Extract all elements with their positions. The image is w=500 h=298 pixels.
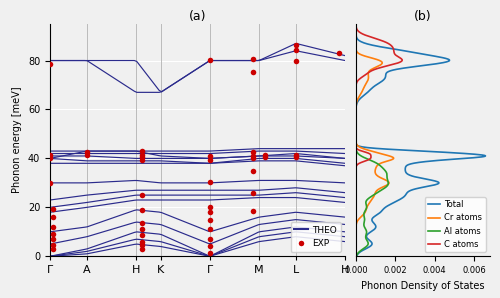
Cr atoms [360, 213, 366, 217]
Line: Total: Total [356, 24, 486, 256]
C atoms [353, 117, 359, 121]
Total [401, 195, 407, 198]
Al atoms [353, 80, 359, 83]
Al atoms [361, 213, 367, 217]
Line: Al atoms: Al atoms [356, 24, 388, 256]
C atoms [354, 80, 360, 83]
Total [374, 213, 380, 217]
Cr atoms [353, 254, 359, 258]
Al atoms [353, 99, 359, 103]
Total [354, 254, 360, 258]
C atoms [359, 149, 365, 153]
Total [355, 99, 361, 103]
Cr atoms [371, 195, 377, 198]
Legend: Total, Cr atoms, Al atoms, C atoms: Total, Cr atoms, Al atoms, C atoms [424, 197, 486, 252]
Al atoms [368, 195, 374, 198]
Total [379, 80, 385, 83]
Cr atoms [364, 80, 370, 83]
C atoms [353, 213, 359, 217]
Cr atoms [353, 22, 359, 26]
Al atoms [354, 149, 360, 153]
Title: (a): (a) [189, 10, 206, 23]
X-axis label: Phonon Density of States: Phonon Density of States [361, 280, 484, 291]
Cr atoms [368, 149, 374, 153]
C atoms [353, 254, 359, 258]
Total [420, 149, 426, 153]
Y-axis label: Phonon energy [meV]: Phonon energy [meV] [12, 87, 22, 193]
Al atoms [353, 117, 359, 121]
Cr atoms [353, 117, 359, 121]
C atoms [353, 99, 359, 103]
Line: Cr atoms: Cr atoms [356, 24, 394, 256]
Line: C atoms: C atoms [356, 24, 402, 256]
Al atoms [354, 254, 360, 258]
Cr atoms [354, 99, 360, 103]
C atoms [353, 22, 359, 26]
Legend: THEO, EXP: THEO, EXP [290, 222, 341, 252]
Al atoms [353, 22, 359, 26]
C atoms [353, 195, 359, 198]
Total [353, 22, 359, 26]
Total [353, 117, 359, 121]
Title: (b): (b) [414, 10, 432, 23]
